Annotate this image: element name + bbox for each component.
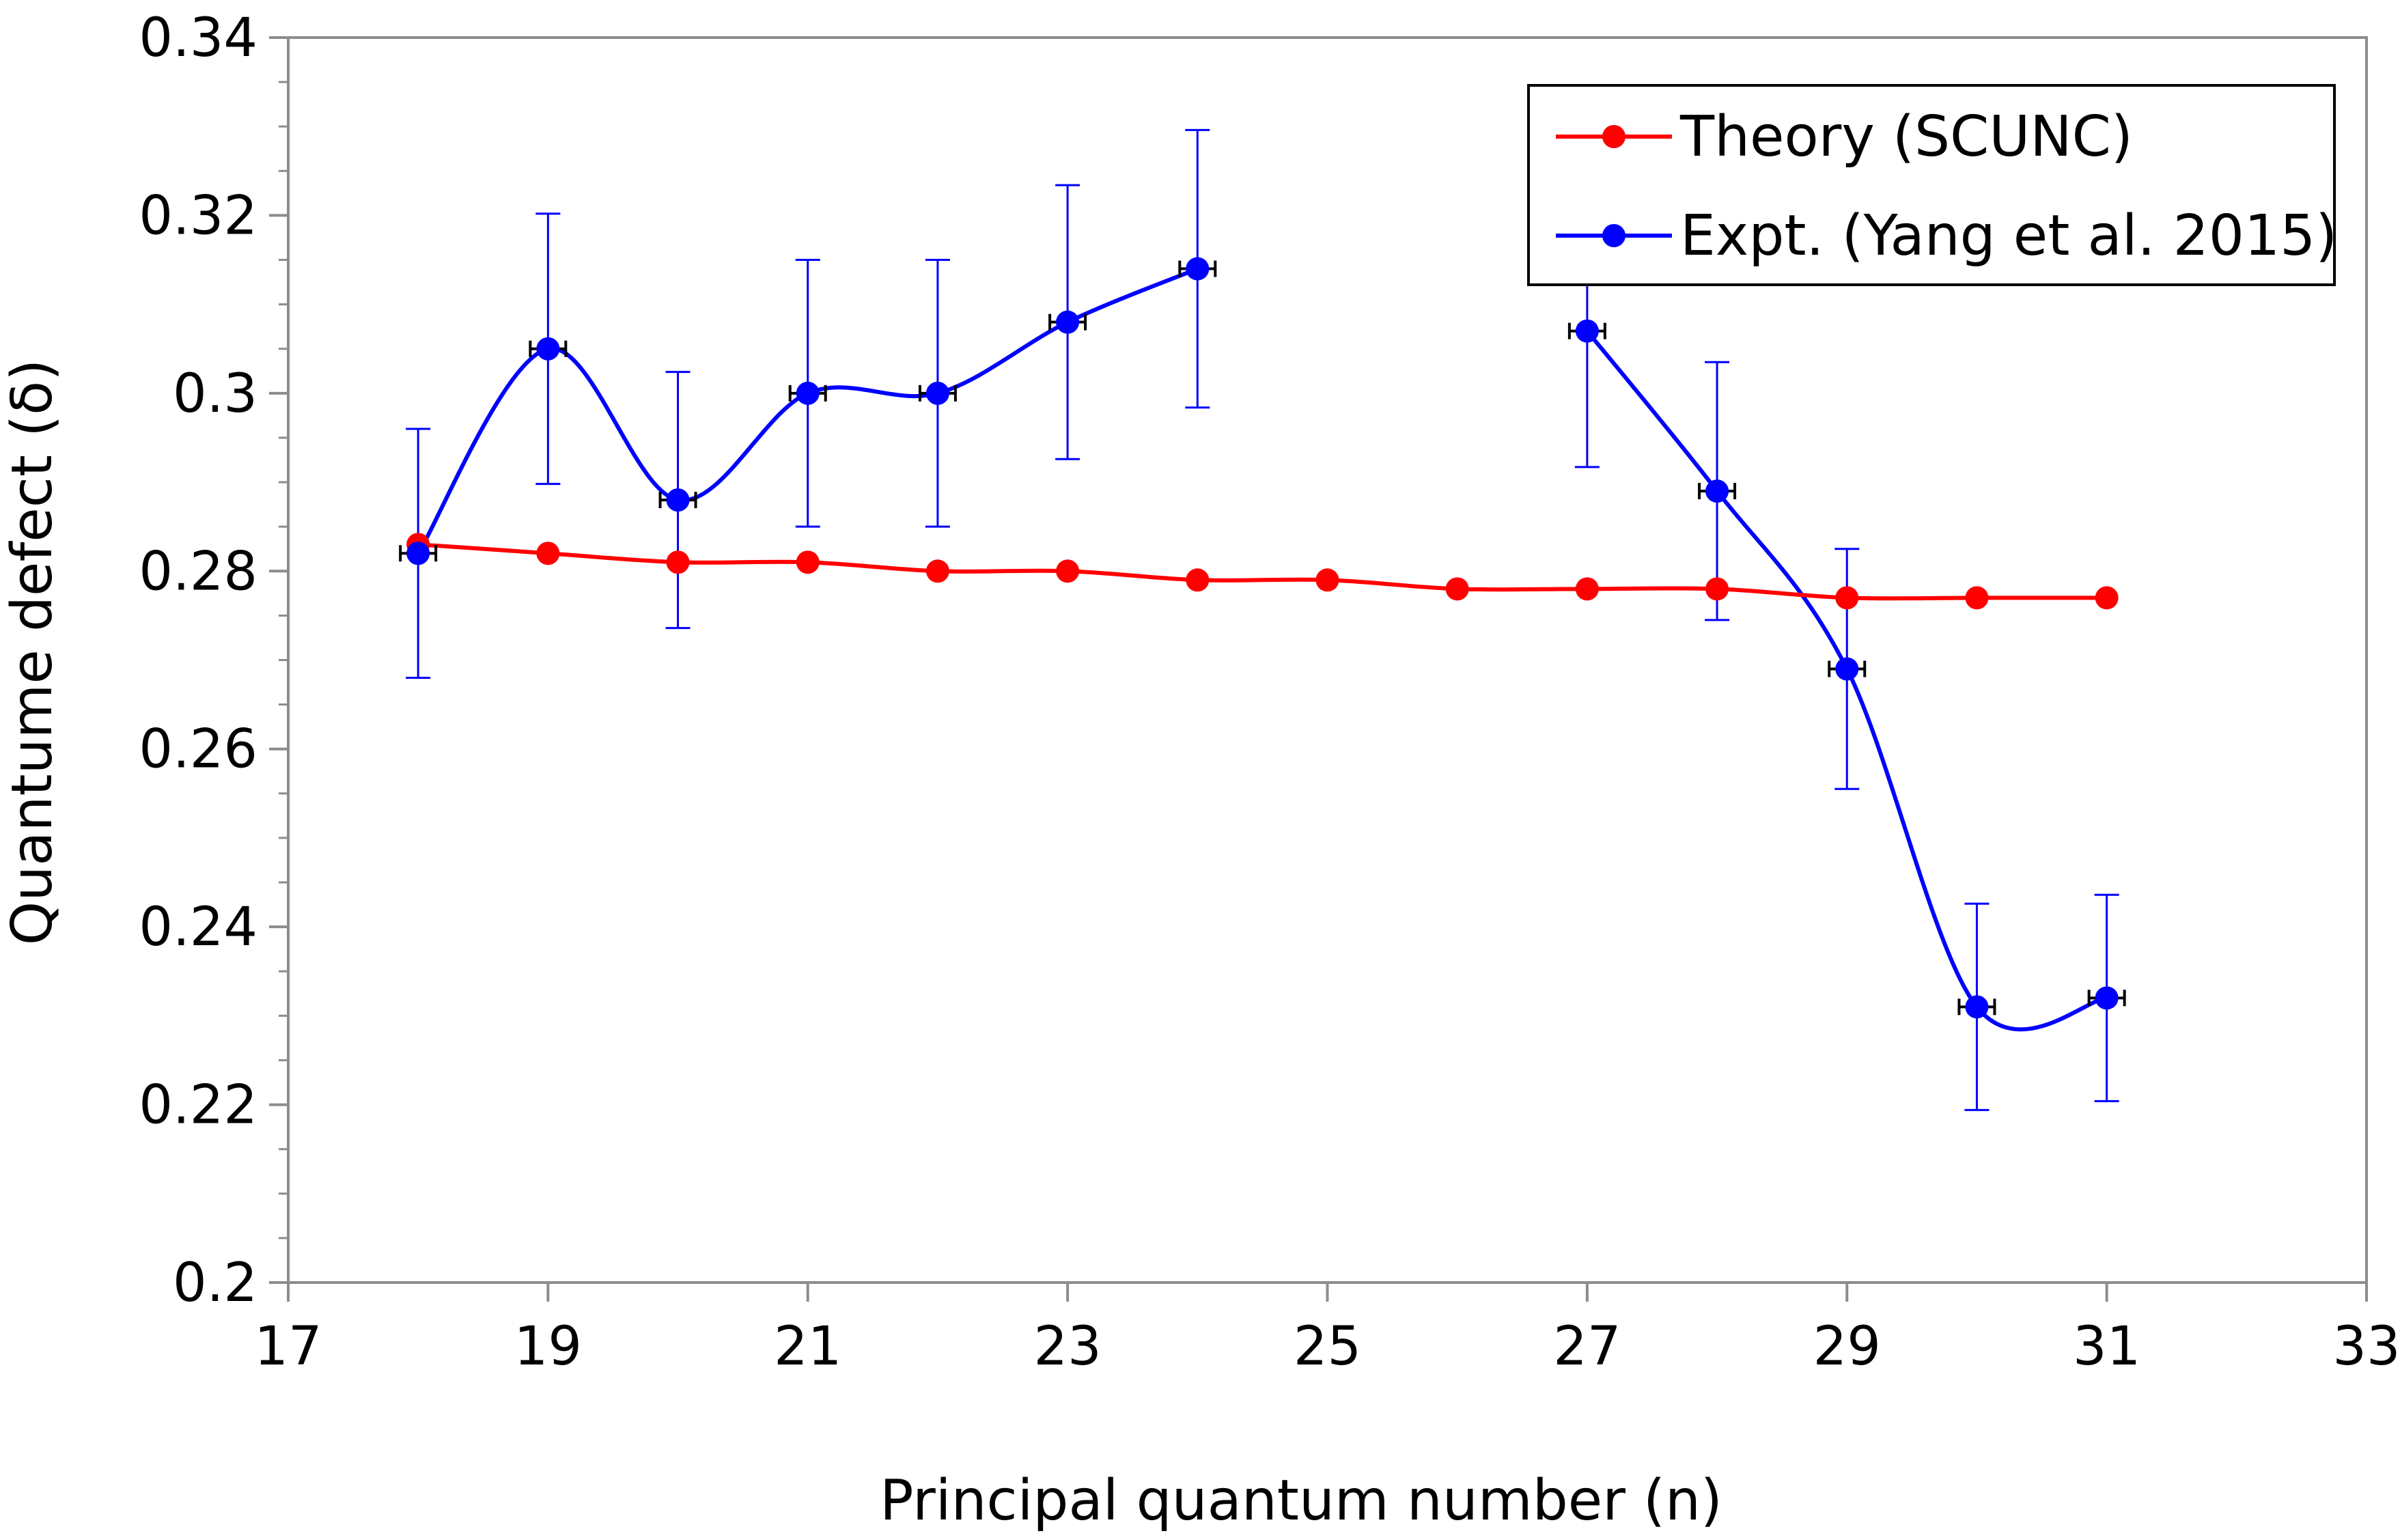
theory-series-line — [417, 542, 2107, 601]
x-tick-label: 17 — [254, 1316, 322, 1377]
x-tick-label: 23 — [1033, 1316, 1101, 1377]
theory-point — [796, 550, 820, 574]
theory-point — [1575, 577, 1599, 601]
x-tick-label: 33 — [2332, 1316, 2400, 1377]
theory-point — [536, 542, 560, 565]
expt-point — [1186, 257, 1210, 281]
expt-point — [536, 337, 560, 361]
expt-point — [1965, 995, 1989, 1019]
y-tick-label: 0.22 — [139, 1075, 257, 1136]
legend-label: Theory (SCUNC) — [1679, 104, 2133, 169]
y-tick-label: 0.34 — [139, 8, 257, 69]
expt-point — [796, 381, 820, 405]
y-tick-label: 0.2 — [173, 1252, 257, 1314]
series-layer — [399, 128, 2126, 1111]
expt-point — [1056, 310, 1080, 334]
expt-point — [1705, 479, 1729, 503]
theory-point — [1056, 559, 1080, 583]
theory-point — [1835, 586, 1859, 610]
legend-label: Expt. (Yang et al. 2015) — [1680, 204, 2337, 268]
x-tick-label: 21 — [774, 1316, 841, 1377]
expt-point — [925, 381, 949, 405]
y-axis-title: Quantume defect (δ) — [0, 359, 65, 946]
expt-series-line — [1585, 329, 2108, 1032]
expt-point — [406, 542, 430, 565]
y-tick-label: 0.3 — [173, 363, 257, 425]
expt-point — [1835, 657, 1859, 681]
legend-swatch-marker — [1602, 224, 1625, 247]
theory-point — [1705, 577, 1729, 601]
x-tick-label: 27 — [1553, 1316, 1621, 1377]
theory-point — [1315, 568, 1339, 592]
theory-point — [1965, 586, 1989, 610]
x-tick-label: 25 — [1294, 1316, 1361, 1377]
theory-point — [666, 550, 690, 574]
theory-point — [2095, 586, 2119, 610]
legend-box — [1527, 84, 2336, 286]
expt-point — [2095, 986, 2119, 1010]
expt-point — [1575, 319, 1599, 343]
y-tick-label: 0.24 — [139, 897, 257, 958]
y-tick-label: 0.28 — [139, 541, 257, 602]
x-tick-label: 31 — [2073, 1316, 2140, 1377]
x-tick-label: 19 — [514, 1316, 582, 1377]
y-tick-label: 0.32 — [139, 185, 257, 247]
theory-point — [1186, 568, 1210, 592]
theory-point — [1445, 577, 1469, 601]
theory-point — [925, 559, 949, 583]
legend: Theory (SCUNC) Expt. (Yang et al. 2015) — [1527, 84, 2337, 286]
legend-swatch-marker — [1602, 125, 1625, 148]
y-tick-label: 0.26 — [139, 719, 257, 781]
axes: 0.2 0.22 0.24 0.26 0.28 0.3 0.32 0.34 17 19 21 23 25… — [139, 8, 2400, 1377]
x-axis-title: Principal quantum number (n) — [880, 1468, 1722, 1533]
x-tick-label: 29 — [1813, 1316, 1881, 1377]
expt-point — [666, 488, 690, 512]
